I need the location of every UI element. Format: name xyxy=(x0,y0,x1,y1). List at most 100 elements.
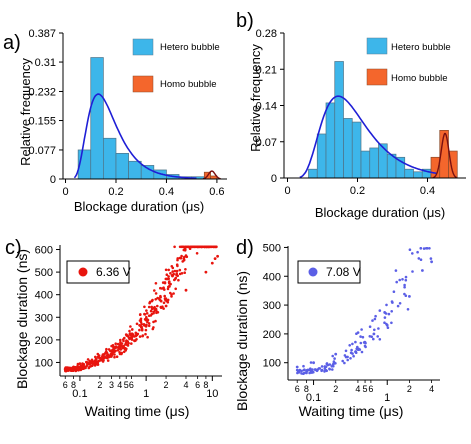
panel-b-ytick-label-0: 0 xyxy=(271,173,277,185)
panel-c-key-point-4 xyxy=(110,354,113,358)
panel-a-xtick-label-1: 0.2 xyxy=(108,186,123,198)
panel-c-point xyxy=(99,357,102,360)
panel-c-point xyxy=(87,366,91,370)
panel-c-point xyxy=(120,351,124,355)
panel-c-xtick-minor-label-2: 2 xyxy=(97,380,102,390)
legend-a-homo-swatch xyxy=(132,75,154,93)
panel-c-point xyxy=(188,247,192,250)
panel-a-xtick-label-3: 0.6 xyxy=(209,186,224,198)
panel-c-xtick-major-label-0: 0.1 xyxy=(72,388,87,400)
panel-c-point xyxy=(156,304,159,308)
panel-c-point xyxy=(180,254,183,258)
panel-d-point xyxy=(404,278,408,282)
panel-c-xtick-minor-label-9: 6 xyxy=(195,380,200,390)
panel-c-key-point-12 xyxy=(216,254,220,258)
panel-c-xtick-minor-label-1: 8 xyxy=(71,380,76,390)
panel-d-point xyxy=(315,368,318,372)
panel-c-point xyxy=(112,345,115,349)
panel-d-point xyxy=(332,360,336,363)
panel-d-point xyxy=(390,310,394,313)
panel-d-ytick-label-4: 500 xyxy=(263,242,281,254)
panel-a-homo-fit-curve xyxy=(202,170,221,180)
legend-d-box xyxy=(297,260,361,284)
panel-c-point xyxy=(126,344,130,347)
panel-c-point xyxy=(145,315,148,319)
panel-d-point xyxy=(343,361,346,365)
panel-c-point xyxy=(185,255,189,259)
panel-d-point xyxy=(404,275,408,279)
panel-d-point xyxy=(326,363,330,367)
panel-a-ytick-label-0: 0 xyxy=(50,174,56,186)
panel-c-point xyxy=(140,328,144,332)
panel-d-point xyxy=(297,369,301,372)
panel-c-point xyxy=(159,294,162,298)
panel-c-point xyxy=(148,301,151,305)
panel-d-xtick-minor-label-7: 4 xyxy=(429,384,434,394)
panel-c-point xyxy=(145,309,148,312)
panel-c-point xyxy=(130,328,134,331)
legend-b-homo-swatch xyxy=(366,68,388,86)
panel-b-bar-hetero-6 xyxy=(360,150,371,179)
legend-b-homo-label: Homo bubble xyxy=(391,73,448,84)
panel-b-bar-hetero-5 xyxy=(351,121,362,179)
panel-d-point xyxy=(358,348,362,351)
panel-d-point xyxy=(374,314,377,318)
panel-b-bar-hetero-7 xyxy=(369,147,379,179)
panel-c-point xyxy=(120,345,124,348)
panel-c-point xyxy=(155,309,158,313)
panel-c-point xyxy=(163,294,166,298)
panel-c-point xyxy=(176,258,179,262)
panel-d-point xyxy=(417,257,421,260)
panel-c-point xyxy=(120,342,124,345)
panel-d-key-point-5 xyxy=(408,295,411,298)
panel-c-point xyxy=(97,354,101,357)
panel-d-point xyxy=(391,301,394,304)
panel-a-ytick-label-2: 0.155 xyxy=(28,116,56,128)
panel-c-point xyxy=(164,277,168,281)
panel-c-xtick-minor-label-4: 4 xyxy=(117,380,122,390)
panel-b-bar-hetero-11 xyxy=(404,168,414,179)
panel-d-point xyxy=(428,247,431,250)
panel-c-ytick-label-3: 400 xyxy=(35,290,53,302)
panel-c-point xyxy=(105,354,109,357)
panel-d-point xyxy=(331,368,334,371)
panel-c-key-point-1 xyxy=(72,365,75,369)
panel-c-point xyxy=(177,278,180,282)
panel-d-point xyxy=(373,317,377,321)
panel-d-point xyxy=(395,280,399,284)
panel-c-point xyxy=(183,249,187,252)
panel-c-point xyxy=(152,306,156,310)
panel-c-point xyxy=(167,281,171,284)
panel-b-ytick-label-2: 0.14 xyxy=(256,101,277,113)
panel-d-point xyxy=(349,357,352,360)
panel-c-point xyxy=(167,275,170,278)
panel-c-point xyxy=(134,331,138,335)
panel-c-point xyxy=(129,332,133,336)
panel-c-point xyxy=(93,363,96,366)
panel-c-point xyxy=(129,325,132,328)
panel-c-xtick-major-label-2: 10 xyxy=(206,388,218,400)
panel-d-point xyxy=(359,335,362,338)
panel-c-point xyxy=(80,367,83,370)
panel-c-point xyxy=(165,273,169,277)
panel-d-ytick-label-0: 100 xyxy=(263,358,281,370)
panel-c-point xyxy=(127,341,130,345)
panel-c-point xyxy=(135,322,139,326)
panel-d-point xyxy=(403,283,406,287)
panel-c-point xyxy=(162,301,166,305)
panel-c-point xyxy=(144,332,147,336)
panel-c-xtick-minor-label-7: 2 xyxy=(164,380,169,390)
panel-d-xtick-minor-label-6: 2 xyxy=(407,384,412,394)
panel-c-xtick-minor-label-0: 6 xyxy=(63,380,68,390)
panel-b-homo-fit-curve xyxy=(432,132,457,179)
panel-c-point xyxy=(164,268,168,272)
panel-a-ytick-label-1: 0.077 xyxy=(28,145,56,157)
panel-d-point xyxy=(333,357,336,360)
panel-c-point xyxy=(169,291,172,295)
panel-c-point xyxy=(144,328,148,332)
panel-d-point xyxy=(419,258,423,262)
panel-c-point xyxy=(145,312,149,315)
panel-c-point xyxy=(162,307,165,310)
panel-d-point xyxy=(344,349,348,353)
panel-c-point xyxy=(173,245,176,249)
